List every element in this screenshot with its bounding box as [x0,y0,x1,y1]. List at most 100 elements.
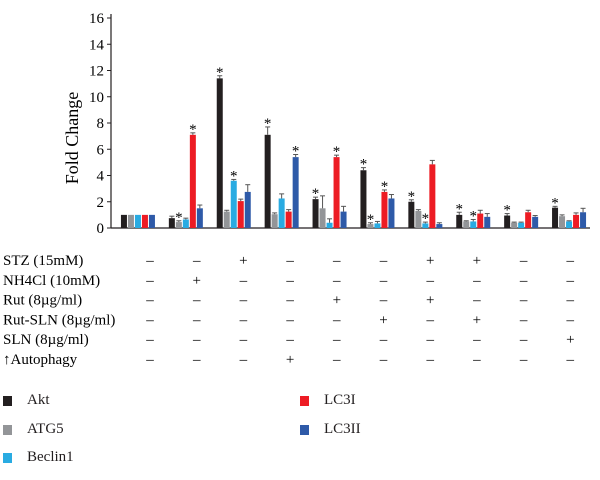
treatment-mark: – [425,352,434,368]
treatment-mark: – [379,273,388,289]
treatment-mark: – [566,253,575,269]
treatment-mark: – [425,273,434,289]
treatment-label: STZ (15mM) [3,253,83,269]
treatment-mark: – [566,352,575,368]
y-axis-label: Fold Change [62,92,82,185]
treatment-mark: – [379,332,388,348]
bar-akt-g6 [360,170,367,228]
bar-lc3ii-g10 [580,212,587,228]
treatment-mark: + [473,312,481,328]
treatment-mark: – [285,293,294,309]
legend-label: LC3II [324,421,361,437]
treatment-mark: – [192,312,201,328]
significance-star: * [216,65,224,81]
bar-akt-g1 [120,214,127,228]
bar-lc3ii-g2 [196,208,203,228]
y-tick-label: 14 [89,37,105,53]
bar-lc3i-g6 [381,191,388,228]
treatment-mark: – [472,293,481,309]
y-tick-label: 8 [97,116,105,132]
bar-atg5-g9 [511,222,518,228]
significance-star: * [264,116,272,132]
significance-star: * [503,203,511,219]
treatment-mark: – [239,293,248,309]
treatment-mark: – [379,253,388,269]
significance-star: * [470,208,478,224]
bar-akt-g4 [264,134,271,228]
bar-akt-g10 [552,207,559,228]
bar-beclin1-g7 [422,223,429,228]
bar-lc3i-g8 [477,213,484,228]
legend-item-beclin1: Beclin1 [3,449,74,466]
bar-beclin1-g8 [470,221,477,228]
treatment-mark: – [285,312,294,328]
treatment-mark: – [332,352,341,368]
legend-item-lc3i: LC3I [300,392,356,409]
treatment-mark: – [519,312,528,328]
y-tick-label: 12 [89,64,104,80]
treatment-label: NH4Cl (10mM) [3,273,100,289]
treatment-mark: – [145,332,154,348]
legend-swatch [300,424,309,435]
legend-label: Beclin1 [27,449,74,465]
treatment-mark: – [566,273,575,289]
treatment-label: Rut (8µg/ml) [3,293,82,309]
treatment-mark: – [285,332,294,348]
treatment-mark: – [239,332,248,348]
bar-atg5-g6 [367,224,374,228]
treatment-mark: – [192,293,201,309]
treatment-mark: – [239,352,248,368]
bar-akt-g9 [504,215,511,228]
treatment-label: ↑Autophagy [3,352,78,368]
treatment-mark: – [192,332,201,348]
bar-beclin1-g6 [374,223,381,228]
bar-atg5-g1 [127,214,134,228]
bar-lc3ii-g5 [340,211,347,228]
treatment-table: STZ (15mM) – – + – – – + + – – NH4Cl (10mM) – + – – – – – –… [3,253,575,368]
y-tick-label: 16 [89,11,105,27]
significance-star: * [312,186,320,202]
y-tick-label: 10 [89,90,104,106]
legend-swatch [3,424,12,435]
treatment-mark: – [332,332,341,348]
significance-star: * [175,210,183,226]
bar-lc3i-g7 [429,164,436,228]
bar-atg5-g7 [415,210,422,228]
treatment-mark: – [425,312,434,328]
treatment-mark: – [192,253,201,269]
treatment-mark: – [566,312,575,328]
bar-beclin1-g1 [134,214,141,228]
treatment-label: Rut-SLN (8µg/ml) [3,312,115,328]
bar-lc3i-g10 [573,214,580,228]
bar-beclin1-g2 [182,219,189,228]
treatment-mark: – [239,273,248,289]
legend-label: Akt [27,392,50,408]
bar-atg5-g8 [463,221,470,228]
significance-star: * [360,157,368,173]
treatment-mark: – [285,273,294,289]
legend-swatch [300,395,309,406]
bar-lc3i-g4 [285,211,292,228]
bar-atg5-g10 [559,216,566,228]
treatment-mark: + [426,293,434,309]
treatment-mark: + [426,253,434,269]
bar-lc3ii-g6 [388,198,395,228]
treatment-mark: – [472,352,481,368]
bar-atg5-g2 [175,222,182,228]
treatment-mark: – [566,293,575,309]
treatment-mark: – [519,352,528,368]
y-tick-label: 6 [97,142,105,158]
treatment-label: SLN (8µg/ml) [3,332,89,348]
bar-lc3ii-g3 [244,191,251,228]
legend-label: ATG5 [27,421,64,437]
treatment-mark: – [145,352,154,368]
bar-lc3i-g1 [141,214,148,228]
significance-star: * [408,189,416,205]
treatment-mark: + [333,293,341,309]
bar-beclin1-g3 [230,180,237,228]
bar-lc3ii-g7 [436,224,443,228]
treatment-mark: – [519,273,528,289]
y-tick-label: 0 [97,221,105,237]
treatment-mark: + [379,312,387,328]
significance-star: * [551,195,559,211]
